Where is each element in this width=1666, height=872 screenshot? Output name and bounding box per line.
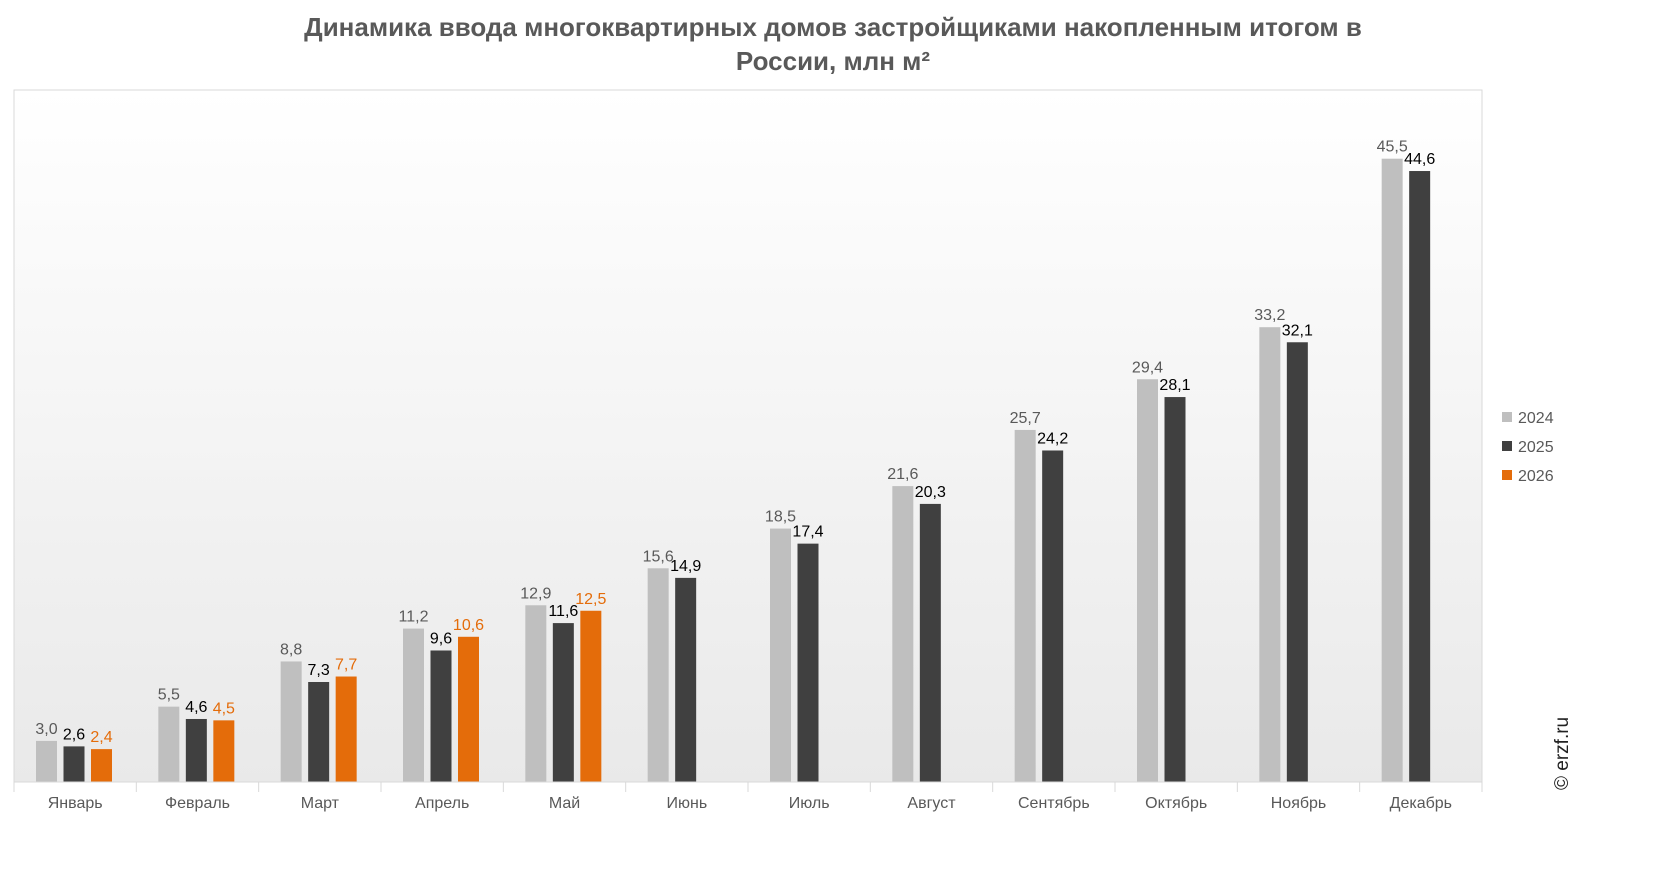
data-label-2025-7: 17,4	[792, 524, 823, 541]
data-label-2024-12: 45,5	[1377, 139, 1408, 156]
data-label-2025-5: 11,6	[548, 603, 578, 620]
data-label-2024-5: 12,9	[520, 585, 551, 602]
x-tick-label: Август	[907, 795, 956, 812]
bar-2025-2	[185, 718, 207, 782]
bar-2024-5	[525, 605, 547, 782]
x-tick-label: Сентябрь	[1018, 795, 1090, 812]
data-label-2024-7: 18,5	[765, 509, 796, 526]
data-label-2024-6: 15,6	[643, 548, 674, 565]
bar-2024-6	[647, 568, 669, 782]
data-label-2026-3: 7,7	[335, 657, 357, 674]
bar-2025-6	[675, 577, 697, 782]
bar-2024-12	[1381, 158, 1403, 783]
bar-2024-11	[1259, 327, 1281, 782]
bar-2026-4	[458, 636, 479, 782]
bar-2025-11	[1286, 342, 1308, 782]
data-label-2024-11: 33,2	[1254, 307, 1285, 324]
bar-2025-3	[308, 681, 330, 782]
bar-2026-2	[213, 720, 235, 782]
bar-2025-1	[63, 746, 85, 782]
chart-title-line-1: Динамика ввода многоквартирных домов зас…	[304, 12, 1362, 42]
x-tick-label: Февраль	[165, 795, 230, 812]
bar-2025-9	[1042, 450, 1064, 782]
data-label-2026-5: 12,5	[575, 591, 606, 608]
x-tick-label: Октябрь	[1145, 795, 1207, 812]
data-label-2025-8: 20,3	[915, 484, 946, 501]
data-label-2025-6: 14,9	[670, 558, 701, 575]
watermark: © erzf.ru	[1552, 716, 1573, 790]
bar-2024-4	[403, 628, 424, 782]
data-label-2024-4: 11,2	[399, 609, 429, 626]
data-label-2025-2: 4,6	[185, 699, 207, 716]
x-tick-label: Июнь	[666, 795, 707, 812]
data-label-2025-10: 28,1	[1159, 377, 1190, 394]
data-label-2025-3: 7,3	[308, 662, 330, 679]
data-label-2024-3: 8,8	[280, 641, 302, 658]
legend-swatch-2025	[1502, 441, 1512, 451]
x-tick-label: Июль	[789, 795, 830, 812]
bar-2025-5	[552, 623, 574, 782]
legend-label-2026: 2026	[1518, 468, 1554, 485]
bar-2024-8	[892, 486, 914, 782]
x-tick-label: Декабрь	[1390, 795, 1452, 812]
bar-2025-4	[430, 650, 452, 782]
bar-2025-7	[797, 543, 819, 782]
x-tick-label: Январь	[48, 795, 103, 812]
bar-2024-7	[770, 528, 791, 782]
bar-2026-3	[335, 676, 357, 782]
bar-2025-12	[1409, 171, 1431, 782]
chart-title: Динамика ввода многоквартирных домов зас…	[0, 10, 1666, 78]
data-label-2024-8: 21,6	[887, 466, 918, 483]
legend-label-2024: 2024	[1518, 410, 1554, 427]
legend-swatch-2024	[1502, 412, 1512, 422]
data-label-2025-9: 24,2	[1037, 430, 1068, 447]
bar-2024-10	[1137, 379, 1158, 782]
data-label-2024-10: 29,4	[1132, 359, 1163, 376]
bar-2025-10	[1164, 397, 1186, 782]
chart-title-line-2: России, млн м²	[735, 46, 931, 76]
bar-2024-2	[158, 706, 180, 782]
bar-2024-9	[1014, 429, 1036, 782]
bar-2026-5	[580, 610, 602, 782]
data-label-2025-1: 2,6	[63, 726, 85, 743]
data-label-2024-2: 5,5	[158, 687, 180, 704]
legend-label-2025: 2025	[1518, 439, 1554, 456]
data-label-2025-11: 32,1	[1282, 322, 1313, 339]
data-label-2025-4: 9,6	[430, 630, 452, 647]
bar-2024-1	[36, 740, 57, 782]
data-label-2026-1: 2,4	[90, 729, 112, 746]
plot-area	[13, 89, 1483, 783]
x-tick-label: Апрель	[415, 795, 469, 812]
data-label-2026-4: 10,6	[453, 617, 484, 634]
bar-2025-8	[919, 503, 941, 782]
data-label-2024-1: 3,0	[35, 721, 57, 738]
legend-swatch-2026	[1502, 470, 1512, 480]
data-label-2025-12: 44,6	[1404, 151, 1435, 168]
data-label-2026-2: 4,5	[213, 700, 235, 717]
bar-2024-3	[280, 661, 302, 782]
data-label-2024-9: 25,7	[1010, 410, 1041, 427]
x-tick-label: Март	[301, 795, 340, 812]
bar-2026-1	[91, 749, 112, 782]
x-tick-label: Май	[549, 795, 580, 812]
x-tick-label: Ноябрь	[1271, 795, 1327, 812]
